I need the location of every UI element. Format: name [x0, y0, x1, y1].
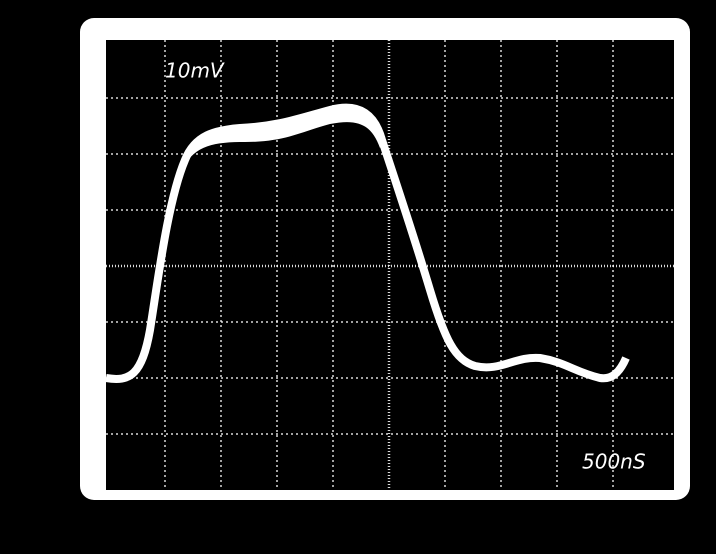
graticule [106, 40, 674, 490]
time-per-div: 500nS [582, 450, 646, 474]
volts-per-div: 10mV [165, 59, 225, 83]
waveform-top-band [183, 109, 384, 168]
